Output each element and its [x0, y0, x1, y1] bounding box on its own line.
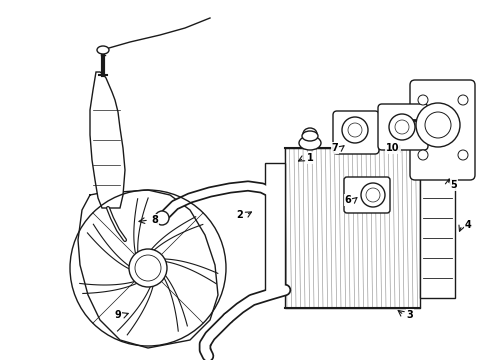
Text: 4: 4 [465, 220, 471, 230]
Circle shape [458, 95, 468, 105]
Ellipse shape [302, 131, 318, 141]
Text: 1: 1 [307, 153, 314, 163]
Ellipse shape [129, 249, 167, 287]
FancyBboxPatch shape [344, 177, 390, 213]
Circle shape [366, 188, 380, 202]
Text: 8: 8 [151, 215, 158, 225]
FancyBboxPatch shape [378, 104, 428, 150]
Circle shape [342, 117, 368, 143]
Polygon shape [90, 72, 125, 208]
Text: 10: 10 [386, 143, 400, 153]
Circle shape [155, 211, 169, 225]
Circle shape [418, 95, 428, 105]
Ellipse shape [97, 46, 109, 54]
Circle shape [418, 150, 428, 160]
Text: 9: 9 [115, 310, 122, 320]
Ellipse shape [135, 255, 161, 281]
Circle shape [395, 120, 409, 134]
FancyBboxPatch shape [333, 111, 379, 154]
Circle shape [425, 112, 451, 138]
Bar [265, 163, 285, 293]
Text: 3: 3 [407, 310, 414, 320]
FancyBboxPatch shape [410, 80, 475, 180]
Text: 7: 7 [332, 143, 339, 153]
Ellipse shape [299, 136, 321, 150]
Circle shape [416, 103, 460, 147]
Bar [420, 158, 455, 298]
Circle shape [361, 183, 385, 207]
Circle shape [348, 123, 362, 137]
Circle shape [130, 250, 166, 286]
Circle shape [389, 114, 415, 140]
Text: 5: 5 [451, 180, 457, 190]
Text: 6: 6 [344, 195, 351, 205]
Circle shape [458, 150, 468, 160]
Text: 2: 2 [237, 210, 244, 220]
Bar [285, 148, 420, 308]
